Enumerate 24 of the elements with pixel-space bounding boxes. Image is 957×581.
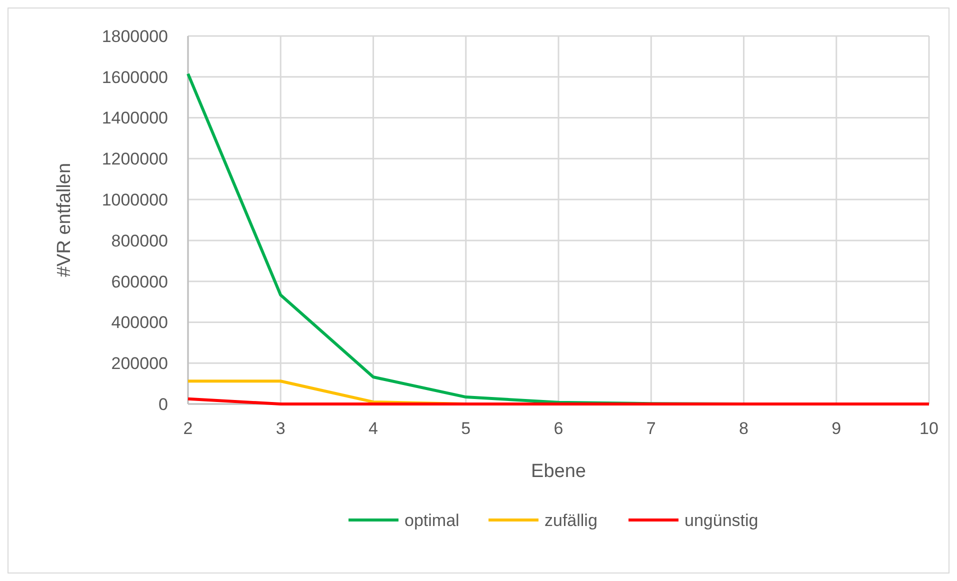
- y-tick-label: 600000: [111, 272, 168, 292]
- y-tick-label: 1000000: [102, 190, 168, 210]
- x-tick-label: 8: [739, 419, 748, 438]
- y-tick-label: 1400000: [102, 108, 168, 128]
- y-tick-label: 1800000: [102, 26, 168, 46]
- x-tick-label: 3: [276, 419, 286, 438]
- x-tick-label: 9: [832, 419, 842, 438]
- x-tick-label: 5: [461, 419, 471, 438]
- legend-label: zufällig: [544, 510, 598, 530]
- x-tick-label: 2: [183, 419, 193, 438]
- y-tick-label: 0: [158, 394, 168, 414]
- legend-label: optimal: [404, 510, 460, 530]
- x-tick-label: 6: [554, 419, 564, 438]
- x-tick-label: 7: [646, 419, 656, 438]
- y-tick-label: 400000: [111, 313, 168, 332]
- x-tick-label: 4: [368, 419, 378, 438]
- x-tick-label: 10: [920, 419, 938, 438]
- y-tick-label: 1200000: [102, 150, 168, 169]
- x-axis-title: Ebene: [531, 461, 586, 482]
- y-tick-label: 1600000: [102, 68, 168, 87]
- y-tick-label: 800000: [111, 231, 168, 250]
- legend-label: ungünstig: [684, 510, 758, 530]
- y-axis-title: #VR entfallen: [54, 162, 75, 278]
- y-tick-label: 200000: [111, 354, 168, 374]
